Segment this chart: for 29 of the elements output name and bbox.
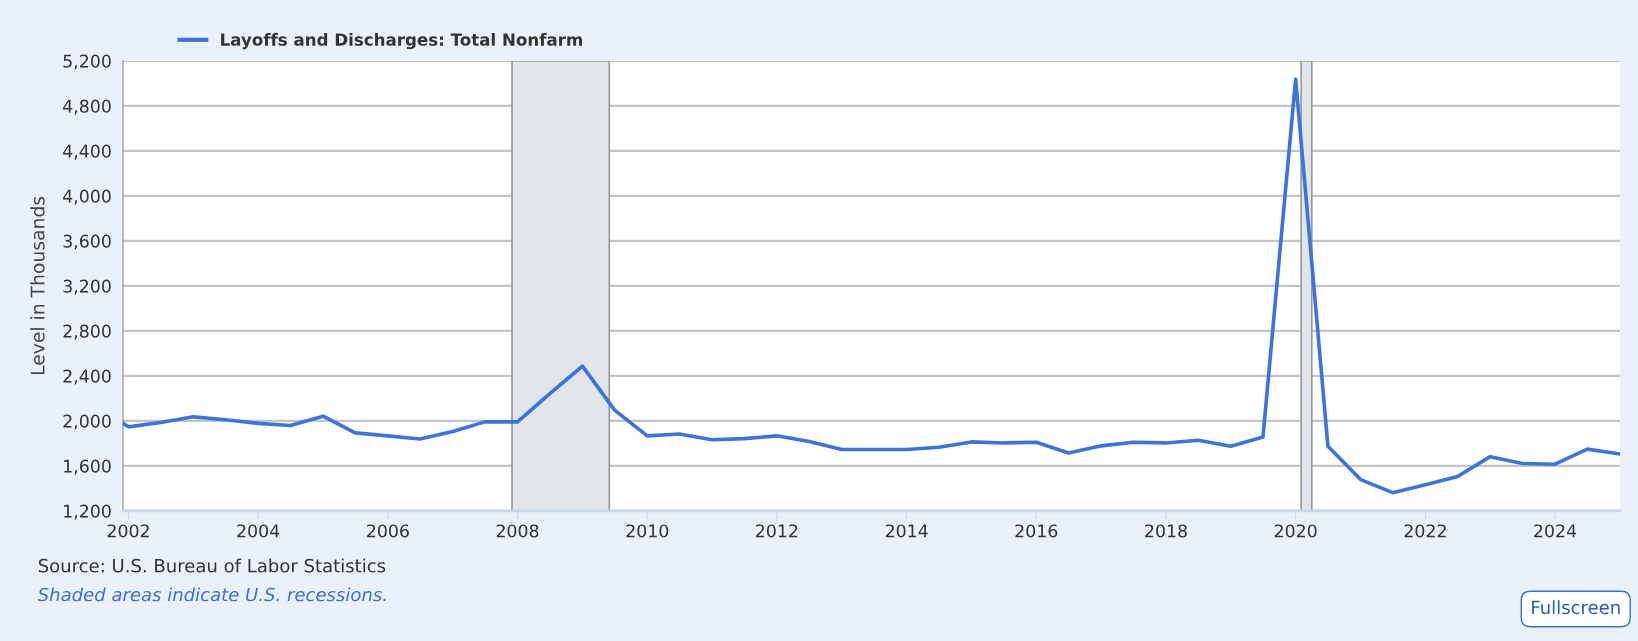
x-tick-label: 2002 bbox=[107, 524, 149, 538]
x-tick-label: 2024 bbox=[1534, 524, 1577, 538]
y-tick-label: 3,600 bbox=[63, 234, 111, 250]
legend-label: Layoffs and Discharges: Total Nonfarm bbox=[221, 32, 582, 50]
y-tick-label: 1,600 bbox=[64, 459, 111, 475]
x-tick-label: 2012 bbox=[756, 524, 798, 538]
y-tick-label: 2,000 bbox=[63, 414, 111, 430]
x-tick-label: 2004 bbox=[237, 524, 280, 538]
y-tick-label: 4,000 bbox=[63, 189, 111, 205]
y-tick-label: 5,200 bbox=[63, 54, 111, 70]
y-tick-label: 4,800 bbox=[63, 99, 111, 115]
x-tick-label: 2016 bbox=[1015, 524, 1058, 538]
y-tick-label: 1,200 bbox=[64, 504, 111, 520]
y-tick-label: 2,800 bbox=[63, 324, 111, 340]
x-tick-label: 2020 bbox=[1274, 524, 1317, 538]
line-series bbox=[123, 77, 1620, 495]
x-tick-label: 2010 bbox=[626, 524, 669, 538]
text: Shaded areas indicate U.S. recessions. bbox=[37, 587, 386, 602]
x-tick-label: 2008 bbox=[496, 524, 539, 538]
x-tick-label: 2018 bbox=[1145, 524, 1187, 538]
text: Fullscreen bbox=[1532, 600, 1620, 615]
y-tick-label: 2,400 bbox=[63, 369, 111, 385]
y-axis-title: Level in Thousands bbox=[30, 196, 45, 375]
y-tick-label: 4,400 bbox=[63, 144, 111, 160]
y-tick-label: 3,200 bbox=[63, 279, 111, 295]
x-tick-label: 2014 bbox=[885, 524, 928, 538]
source-note: Source: U.S. Bureau of Labor Statistics bbox=[38, 558, 386, 573]
x-tick-label: 2022 bbox=[1404, 524, 1446, 538]
x-tick-label: 2006 bbox=[367, 524, 409, 538]
